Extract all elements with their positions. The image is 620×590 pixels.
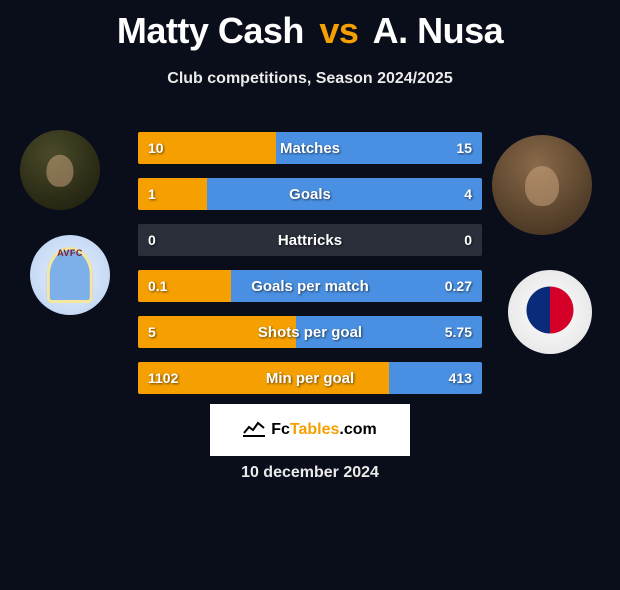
club-right-emblem <box>508 270 592 354</box>
date-label: 10 december 2024 <box>0 464 620 482</box>
stat-label: Matches <box>138 132 482 164</box>
stat-row: 1102413Min per goal <box>138 362 482 394</box>
stat-label: Hattricks <box>138 224 482 256</box>
comparison-title: Matty Cash vs A. Nusa <box>0 10 620 52</box>
stat-rows: 1015Matches 14Goals 00Hattricks 0.10.27Goal… <box>138 132 482 408</box>
watermark-com: .com <box>339 421 376 439</box>
stat-label: Min per goal <box>138 362 482 394</box>
stat-label: Goals per match <box>138 270 482 302</box>
player1-name: Matty Cash <box>117 10 304 51</box>
watermark: FcTables.com <box>210 404 410 456</box>
vs-label: vs <box>319 10 358 51</box>
player-left-avatar <box>20 130 100 210</box>
player2-name: A. Nusa <box>373 10 504 51</box>
stat-label: Shots per goal <box>138 316 482 348</box>
player-right-avatar <box>492 135 592 235</box>
stat-row: 55.75Shots per goal <box>138 316 482 348</box>
stat-row: 1015Matches <box>138 132 482 164</box>
stat-row: 14Goals <box>138 178 482 210</box>
watermark-fc: Fc <box>271 421 290 439</box>
stat-row: 0.10.27Goals per match <box>138 270 482 302</box>
watermark-tables: Tables <box>290 421 340 439</box>
chart-icon <box>243 419 265 442</box>
club-left-emblem <box>30 235 110 315</box>
subtitle: Club competitions, Season 2024/2025 <box>0 70 620 88</box>
stat-label: Goals <box>138 178 482 210</box>
stat-row: 00Hattricks <box>138 224 482 256</box>
